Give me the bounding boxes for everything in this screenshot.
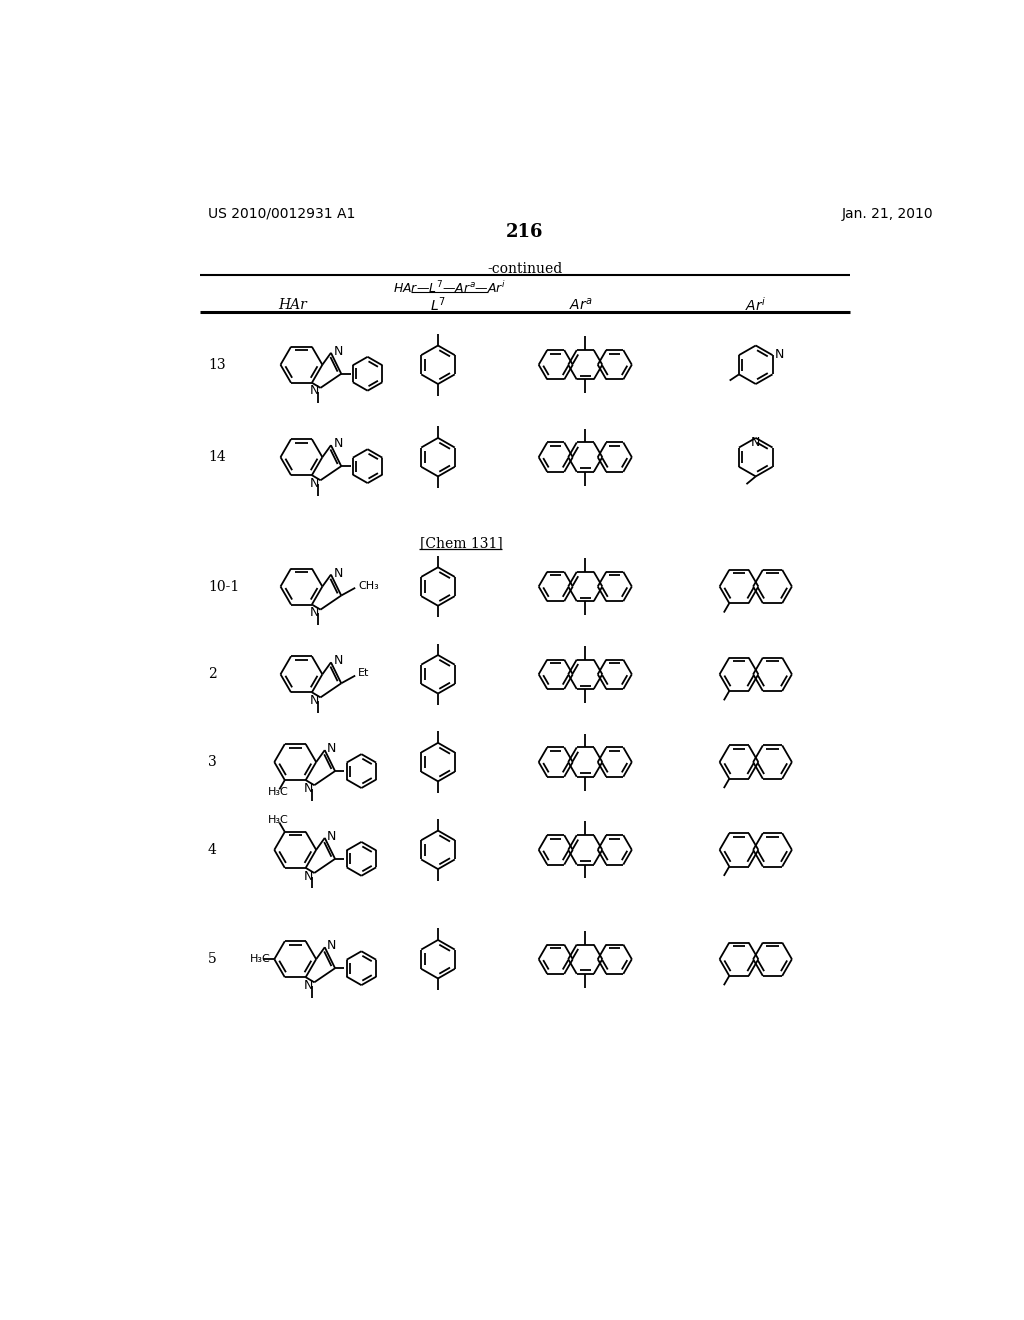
Text: 2: 2 (208, 668, 216, 681)
Text: N: N (751, 436, 761, 449)
Text: N: N (303, 781, 312, 795)
Text: N: N (327, 940, 337, 952)
Text: N: N (333, 345, 343, 358)
Text: N: N (333, 566, 343, 579)
Text: N: N (309, 606, 318, 619)
Text: US 2010/0012931 A1: US 2010/0012931 A1 (208, 207, 355, 220)
Text: N: N (309, 384, 318, 397)
Text: 4: 4 (208, 843, 217, 857)
Text: CH₃: CH₃ (358, 581, 379, 590)
Text: H₃C: H₃C (267, 787, 288, 797)
Text: -continued: -continued (487, 261, 562, 276)
Text: [Chem 131]: [Chem 131] (420, 536, 503, 550)
Text: $\mathit{HAr}$—$\mathit{L}^7$—$\mathit{Ar}^a$—$\mathit{Ar}^i$: $\mathit{HAr}$—$\mathit{L}^7$—$\mathit{A… (393, 280, 506, 296)
Text: 14: 14 (208, 450, 225, 465)
Text: 3: 3 (208, 755, 216, 770)
Text: 13: 13 (208, 358, 225, 372)
Text: 5: 5 (208, 952, 216, 966)
Text: Et: Et (358, 668, 370, 678)
Text: N: N (333, 437, 343, 450)
Text: N: N (775, 348, 784, 360)
Text: 216: 216 (506, 223, 544, 240)
Text: N: N (303, 870, 312, 883)
Text: H₃C: H₃C (250, 954, 270, 964)
Text: $L^7$: $L^7$ (430, 296, 446, 314)
Text: N: N (327, 742, 337, 755)
Text: N: N (309, 477, 318, 490)
Text: N: N (333, 655, 343, 668)
Text: Jan. 21, 2010: Jan. 21, 2010 (842, 207, 934, 220)
Text: H₃C: H₃C (267, 814, 288, 825)
Text: HAr: HAr (279, 298, 307, 312)
Text: 10-1: 10-1 (208, 579, 239, 594)
Text: $Ar^a$: $Ar^a$ (569, 297, 593, 313)
Text: $Ar^i$: $Ar^i$ (745, 296, 766, 314)
Text: N: N (309, 694, 318, 708)
Text: N: N (327, 830, 337, 843)
Text: N: N (303, 979, 312, 991)
